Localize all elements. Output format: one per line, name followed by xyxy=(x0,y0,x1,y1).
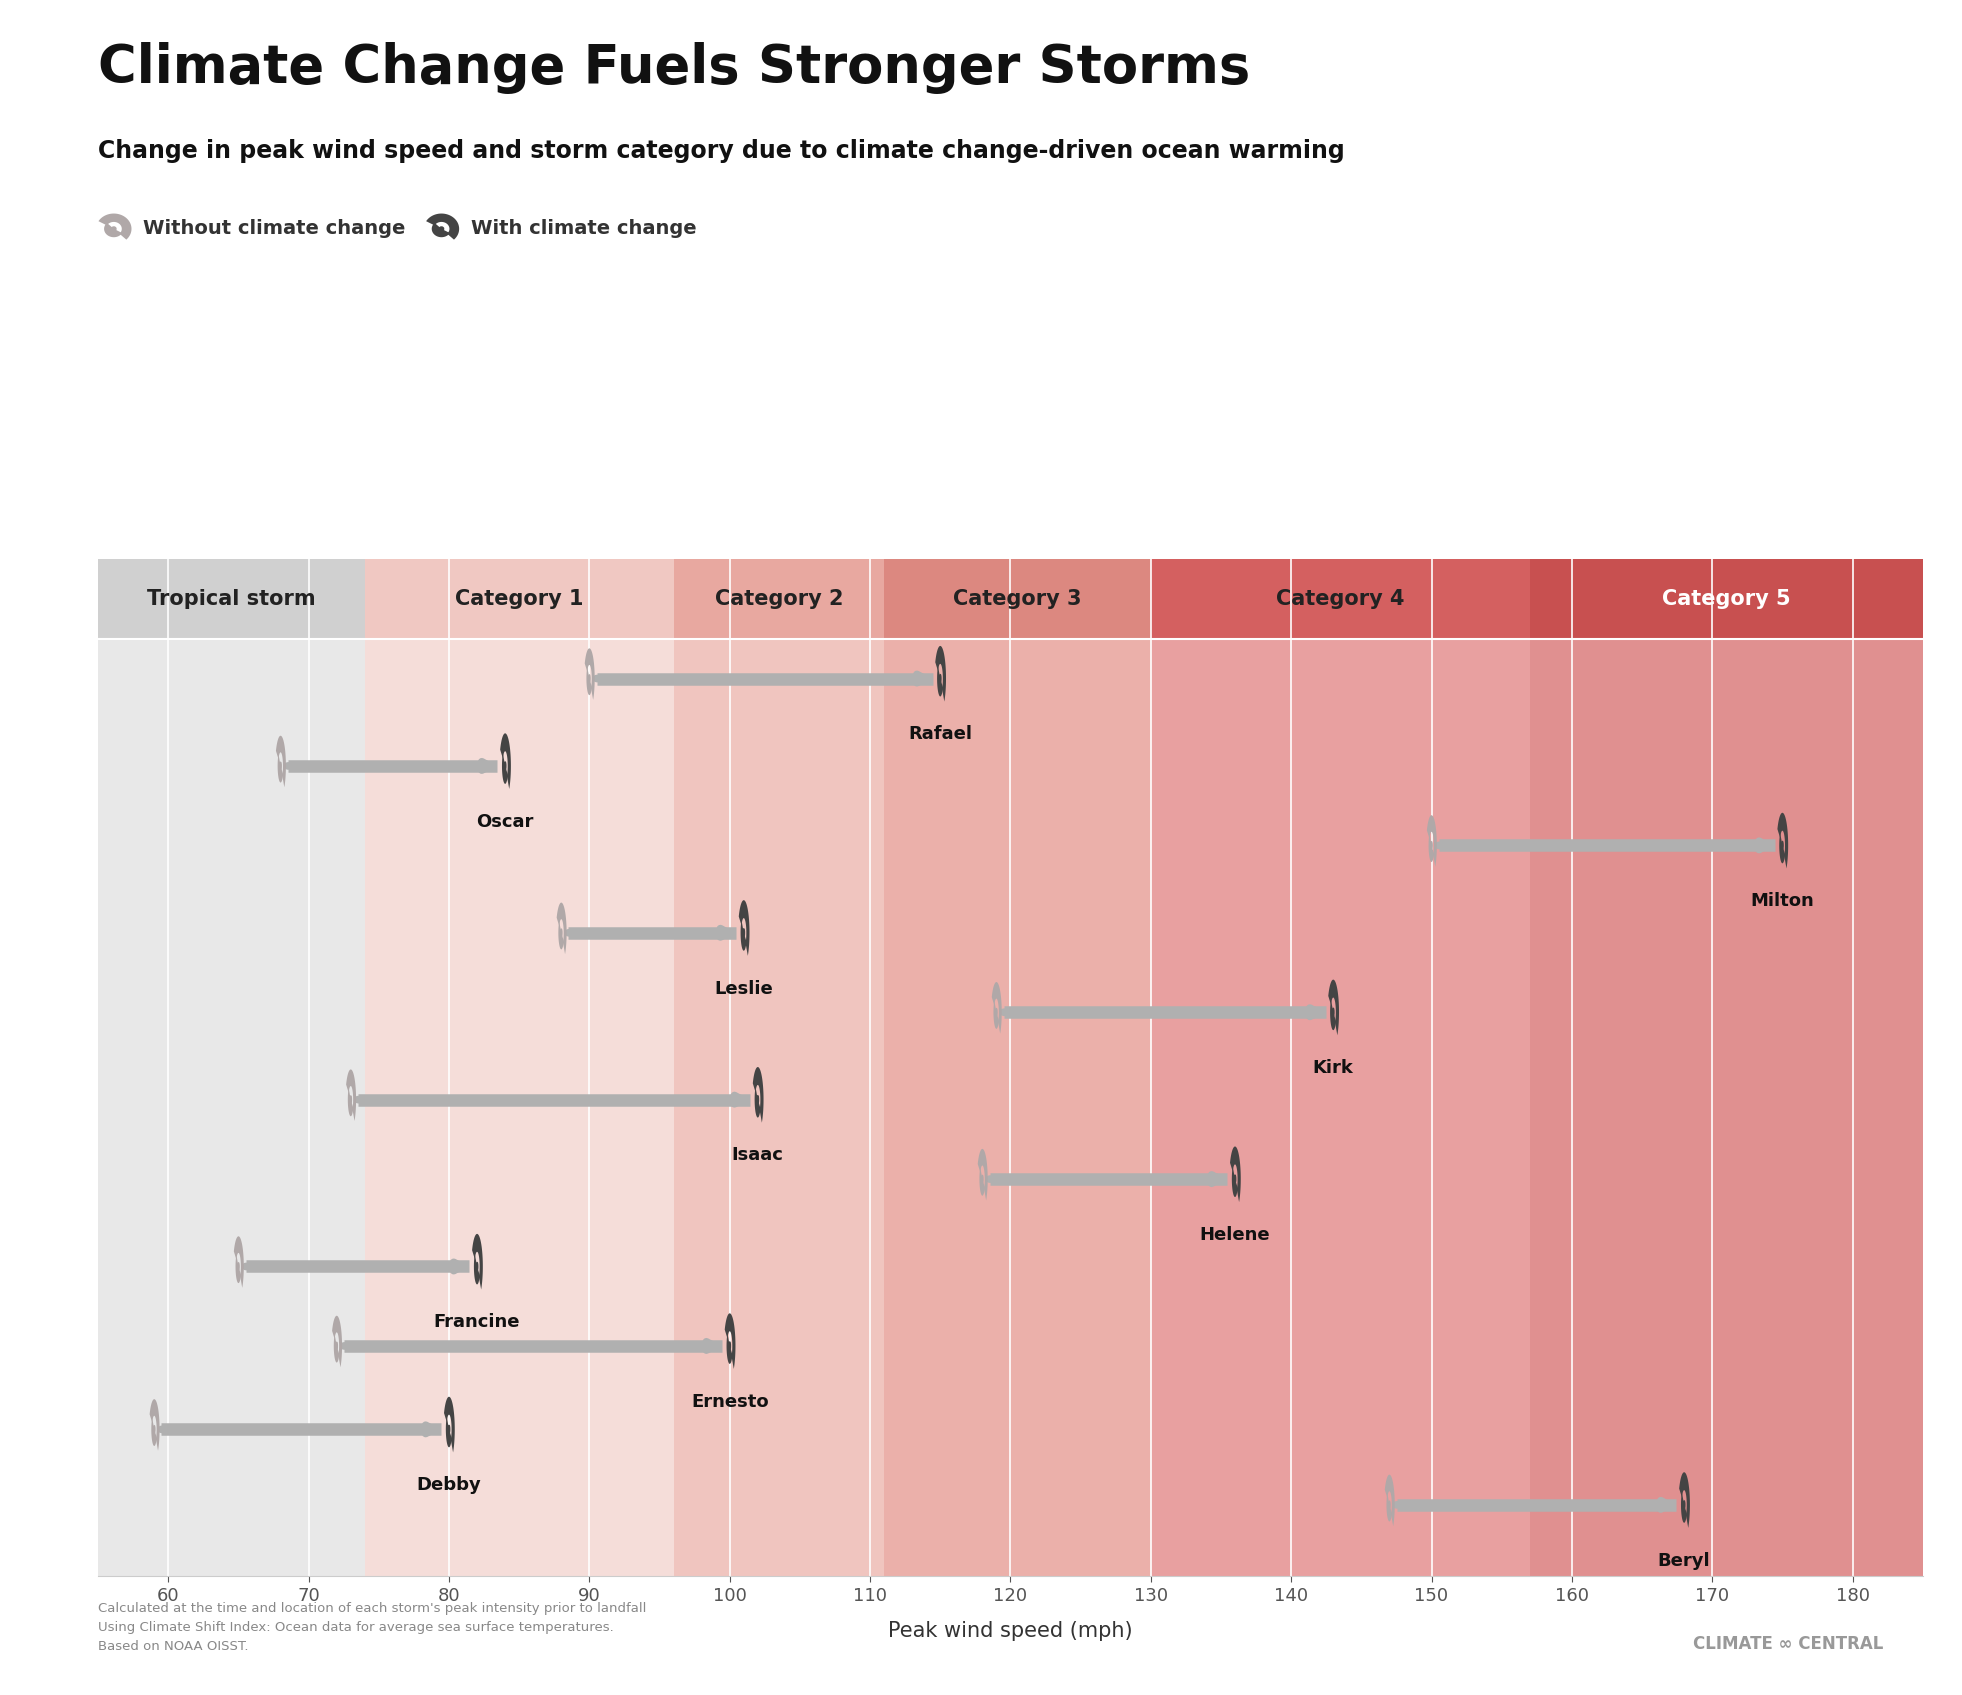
Text: Climate Change Fuels Stronger Storms: Climate Change Fuels Stronger Storms xyxy=(98,42,1250,95)
Bar xyxy=(365,639,673,1576)
PathPatch shape xyxy=(502,753,508,783)
Bar xyxy=(1152,559,1530,639)
PathPatch shape xyxy=(426,214,459,239)
Text: Without climate change: Without climate change xyxy=(143,219,406,239)
PathPatch shape xyxy=(332,1315,341,1368)
Bar xyxy=(1152,639,1530,1576)
Text: Isaac: Isaac xyxy=(732,1146,783,1164)
PathPatch shape xyxy=(993,1000,999,1029)
PathPatch shape xyxy=(991,981,1003,1034)
PathPatch shape xyxy=(445,1417,451,1448)
PathPatch shape xyxy=(753,1068,763,1122)
Bar xyxy=(673,559,885,639)
PathPatch shape xyxy=(347,1088,353,1117)
Bar xyxy=(885,559,1152,639)
Bar xyxy=(365,559,673,639)
Bar xyxy=(1530,559,1923,639)
Text: Beryl: Beryl xyxy=(1658,1551,1711,1570)
Text: Rafael: Rafael xyxy=(908,725,973,744)
PathPatch shape xyxy=(740,920,746,951)
PathPatch shape xyxy=(1230,1146,1240,1202)
PathPatch shape xyxy=(1681,1492,1687,1522)
PathPatch shape xyxy=(277,736,286,786)
Text: Oscar: Oscar xyxy=(477,812,534,831)
Text: Milton: Milton xyxy=(1750,892,1815,910)
PathPatch shape xyxy=(98,214,131,239)
PathPatch shape xyxy=(279,754,283,783)
Text: CLIMATE ∞ CENTRAL: CLIMATE ∞ CENTRAL xyxy=(1693,1634,1884,1653)
PathPatch shape xyxy=(977,1149,987,1200)
PathPatch shape xyxy=(1232,1166,1238,1197)
Text: With climate change: With climate change xyxy=(471,219,697,239)
PathPatch shape xyxy=(149,1398,159,1451)
Text: Category 2: Category 2 xyxy=(714,590,844,609)
PathPatch shape xyxy=(726,1334,732,1364)
PathPatch shape xyxy=(1428,834,1434,863)
Bar xyxy=(98,639,365,1576)
Text: Category 1: Category 1 xyxy=(455,590,583,609)
Bar xyxy=(885,639,1152,1576)
Text: Leslie: Leslie xyxy=(714,980,773,998)
PathPatch shape xyxy=(233,1236,243,1288)
Text: Category 5: Category 5 xyxy=(1662,590,1791,609)
PathPatch shape xyxy=(1330,1000,1336,1031)
PathPatch shape xyxy=(724,1314,736,1370)
PathPatch shape xyxy=(585,649,594,700)
Text: Calculated at the time and location of each storm's peak intensity prior to land: Calculated at the time and location of e… xyxy=(98,1602,645,1653)
PathPatch shape xyxy=(443,1397,455,1453)
Circle shape xyxy=(439,227,443,231)
Text: Change in peak wind speed and storm category due to climate change-driven ocean : Change in peak wind speed and storm cate… xyxy=(98,139,1344,163)
Text: Ernesto: Ernesto xyxy=(691,1393,769,1410)
PathPatch shape xyxy=(587,666,593,695)
PathPatch shape xyxy=(938,666,944,697)
Text: Category 4: Category 4 xyxy=(1275,590,1405,609)
PathPatch shape xyxy=(1385,1475,1395,1526)
PathPatch shape xyxy=(475,1254,481,1285)
PathPatch shape xyxy=(334,1334,339,1363)
PathPatch shape xyxy=(1778,814,1787,868)
PathPatch shape xyxy=(979,1168,985,1195)
PathPatch shape xyxy=(500,734,510,788)
PathPatch shape xyxy=(151,1417,157,1446)
PathPatch shape xyxy=(1426,815,1436,866)
Bar xyxy=(98,559,365,639)
PathPatch shape xyxy=(345,1070,355,1120)
PathPatch shape xyxy=(557,903,567,954)
PathPatch shape xyxy=(432,222,449,237)
PathPatch shape xyxy=(235,1254,241,1283)
PathPatch shape xyxy=(1780,832,1785,863)
X-axis label: Peak wind speed (mph): Peak wind speed (mph) xyxy=(889,1622,1132,1641)
Circle shape xyxy=(112,227,116,231)
Text: Tropical storm: Tropical storm xyxy=(147,590,316,609)
Text: Category 3: Category 3 xyxy=(954,590,1081,609)
PathPatch shape xyxy=(1679,1473,1689,1527)
Text: Helene: Helene xyxy=(1199,1225,1269,1244)
Bar xyxy=(673,639,885,1576)
PathPatch shape xyxy=(559,920,563,949)
PathPatch shape xyxy=(936,646,946,702)
PathPatch shape xyxy=(755,1086,761,1117)
PathPatch shape xyxy=(104,222,122,237)
PathPatch shape xyxy=(740,900,749,956)
PathPatch shape xyxy=(1387,1493,1391,1522)
Bar xyxy=(1530,639,1923,1576)
PathPatch shape xyxy=(1328,980,1338,1036)
Text: Francine: Francine xyxy=(434,1314,520,1331)
Text: Kirk: Kirk xyxy=(1313,1059,1354,1076)
PathPatch shape xyxy=(473,1234,483,1290)
Text: Debby: Debby xyxy=(416,1476,481,1495)
